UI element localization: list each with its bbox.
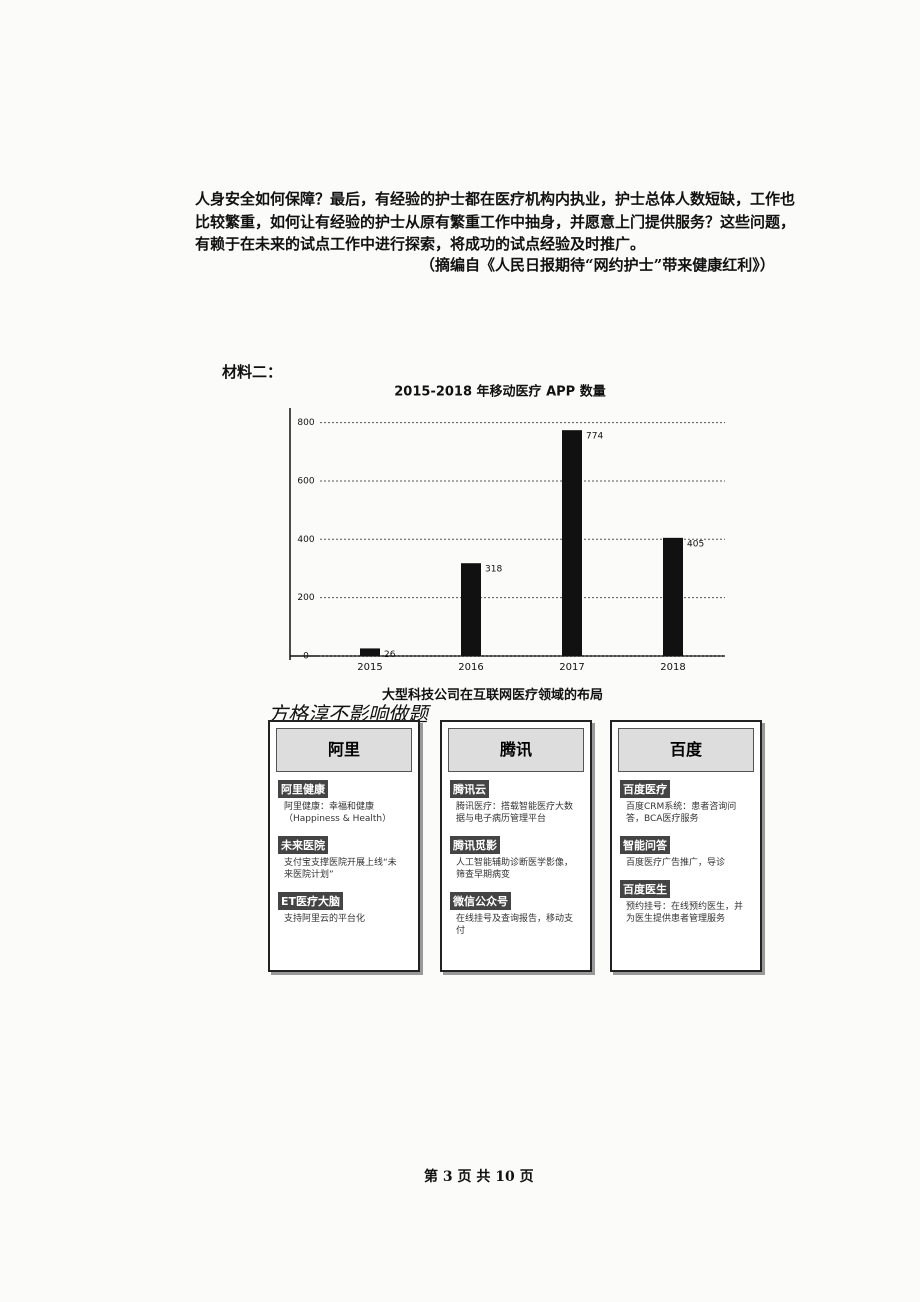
item-text: 支持阿里云的平台化 <box>284 914 366 924</box>
item-text: 支付宝支撑医院开展上线“未来医院计划” <box>284 858 397 880</box>
source: （摘编自《人民日报期待“网约护士”带来健康红利》） <box>420 256 775 274</box>
y-tick-label: 0 <box>303 652 309 662</box>
y-tick-label: 600 <box>297 476 314 486</box>
company-item: 智能问答百度医疗广告推广，导诊 <box>620 834 752 872</box>
x-tick-label: 2018 <box>660 662 685 673</box>
company-item: ET医疗大脑支持阿里云的平台化 <box>278 890 410 928</box>
bar <box>461 563 481 656</box>
x-tick-label: 2017 <box>559 662 584 673</box>
item-title: 百度医生 <box>620 880 670 898</box>
x-tick-label: 2016 <box>458 662 483 673</box>
company-item: 微信公众号在线挂号及查询报告，移动支付 <box>450 890 582 940</box>
y-tick-label: 400 <box>297 535 314 545</box>
item-title: 百度医疗 <box>620 780 670 798</box>
data-label: 405 <box>687 539 704 549</box>
item-title: 微信公众号 <box>450 892 511 910</box>
item-title: 阿里健康 <box>278 780 328 798</box>
company-item: 腾讯云腾讯医疗：搭载智能医疗大数据与电子病历管理平台 <box>450 778 582 828</box>
data-label: 774 <box>586 432 603 442</box>
company-item: 未来医院支付宝支撑医院开展上线“未来医院计划” <box>278 834 410 884</box>
paragraph-line: 人身安全如何保障？最后，有经验的护士都在医疗机构内执业，护士总体人数短缺，工作也 <box>195 190 796 208</box>
company-name: 百度 <box>618 728 754 772</box>
item-title: ET医疗大脑 <box>278 892 344 910</box>
footer: 第 3 页 共 10 页 <box>424 1169 534 1185</box>
chart: 2015-2018 年移动医疗 APP 数量 0 200 400 600 800 2015… <box>289 384 725 673</box>
paragraph-line: 比较繁重，如何让有经验的护士从原有繁重工作中抽身，并愿意上门提供服务？这些问题， <box>195 213 796 231</box>
layout-title: 大型科技公司在互联网医疗领域的布局 <box>382 688 604 703</box>
item-title: 腾讯觅影 <box>450 836 500 854</box>
item-text: 预约挂号：在线预约医生，并为医生提供患者管理服务 <box>626 902 744 924</box>
chart-title: 2015-2018 年移动医疗 APP 数量 <box>394 384 605 400</box>
item-text: 百度医疗广告推广，导诊 <box>626 858 726 868</box>
company-box: 百度百度医疗百度CRM系统：患者咨询问答，BCA医疗服务智能问答百度医疗广告推广… <box>610 720 762 972</box>
company-name: 阿里 <box>276 728 412 772</box>
y-tick-label: 200 <box>297 593 314 603</box>
item-title: 智能问答 <box>620 836 670 854</box>
x-tick-label: 2015 <box>357 662 382 673</box>
company-item: 百度医疗百度CRM系统：患者咨询问答，BCA医疗服务 <box>620 778 752 828</box>
item-text: 阿里健康：幸福和健康（Happiness & Health） <box>284 802 392 824</box>
item-title: 腾讯云 <box>450 780 489 798</box>
company-box: 腾讯腾讯云腾讯医疗：搭载智能医疗大数据与电子病历管理平台腾讯觅影人工智能辅助诊断… <box>440 720 592 972</box>
item-text: 在线挂号及查询报告，移动支付 <box>456 914 574 936</box>
bar <box>663 537 683 656</box>
item-text: 人工智能辅助诊断医学影像，筛查早期病变 <box>456 858 574 880</box>
company-box: 阿里阿里健康阿里健康：幸福和健康（Happiness & Health） 未来医院… <box>268 720 420 972</box>
y-tick-label: 800 <box>297 418 314 428</box>
data-label: 26 <box>384 650 396 660</box>
paragraph-line: 有赖于在未来的试点工作中进行探索，将成功的试点经验及时推广。 <box>195 235 646 253</box>
item-text: 腾讯医疗：搭载智能医疗大数据与电子病历管理平台 <box>456 802 574 824</box>
company-item: 腾讯觅影人工智能辅助诊断医学影像，筛查早期病变 <box>450 834 582 884</box>
bar <box>562 430 582 656</box>
company-item: 阿里健康阿里健康：幸福和健康（Happiness & Health） <box>278 778 410 828</box>
item-text: 百度CRM系统：患者咨询问答，BCA医疗服务 <box>626 802 737 824</box>
data-label: 318 <box>485 565 502 575</box>
company-item: 百度医生预约挂号：在线预约医生，并为医生提供患者管理服务 <box>620 878 752 928</box>
material-label: 材料二： <box>222 363 283 381</box>
company-name: 腾讯 <box>448 728 584 772</box>
bar <box>360 648 380 656</box>
item-title: 未来医院 <box>278 836 328 854</box>
